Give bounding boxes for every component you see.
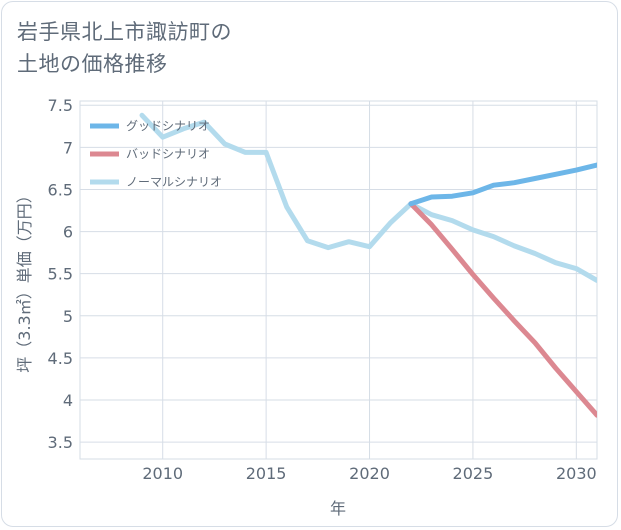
legend-label-2: ノーマルシナリオ (126, 175, 222, 189)
y-tick-label: 7 (63, 138, 73, 157)
y-tick-label: 4.5 (48, 349, 73, 368)
series-line-1 (408, 201, 597, 418)
gridlines (80, 101, 597, 459)
chart-title-line-1: 岩手県北上市諏訪町の (17, 20, 232, 44)
x-axis-title: 年 (330, 499, 346, 518)
y-tick-label: 6.5 (48, 180, 73, 199)
legend-label-1: バッドシナリオ (126, 147, 210, 161)
chart-title: 岩手県北上市諏訪町の 土地の価格推移 (17, 16, 232, 80)
x-tick-label: 2010 (142, 464, 183, 483)
x-tick-label: 2020 (349, 464, 390, 483)
legend-label-0: グッドシナリオ (126, 119, 210, 133)
y-tick-label: 7.5 (48, 96, 73, 115)
x-axis-ticks: 2010 2015 2020 2025 2030 (142, 464, 596, 483)
y-tick-label: 3.5 (48, 433, 73, 452)
y-axis-title: 坪（3.3㎡）単価（万円） (15, 187, 34, 372)
x-tick-label: 2030 (556, 464, 597, 483)
y-tick-label: 5 (63, 307, 73, 326)
x-tick-label: 2025 (453, 464, 494, 483)
y-tick-label: 5.5 (48, 265, 73, 284)
series-layer (139, 112, 597, 418)
chart-title-line-2: 土地の価格推移 (17, 52, 168, 76)
series-line-2 (139, 112, 597, 283)
series-line-0 (408, 162, 597, 207)
y-tick-label: 4 (63, 391, 73, 410)
y-tick-label: 6 (63, 223, 73, 242)
y-axis-ticks: 3.5 4 4.5 5 5.5 6 6.5 7 7.5 (48, 96, 73, 452)
x-tick-label: 2015 (246, 464, 287, 483)
